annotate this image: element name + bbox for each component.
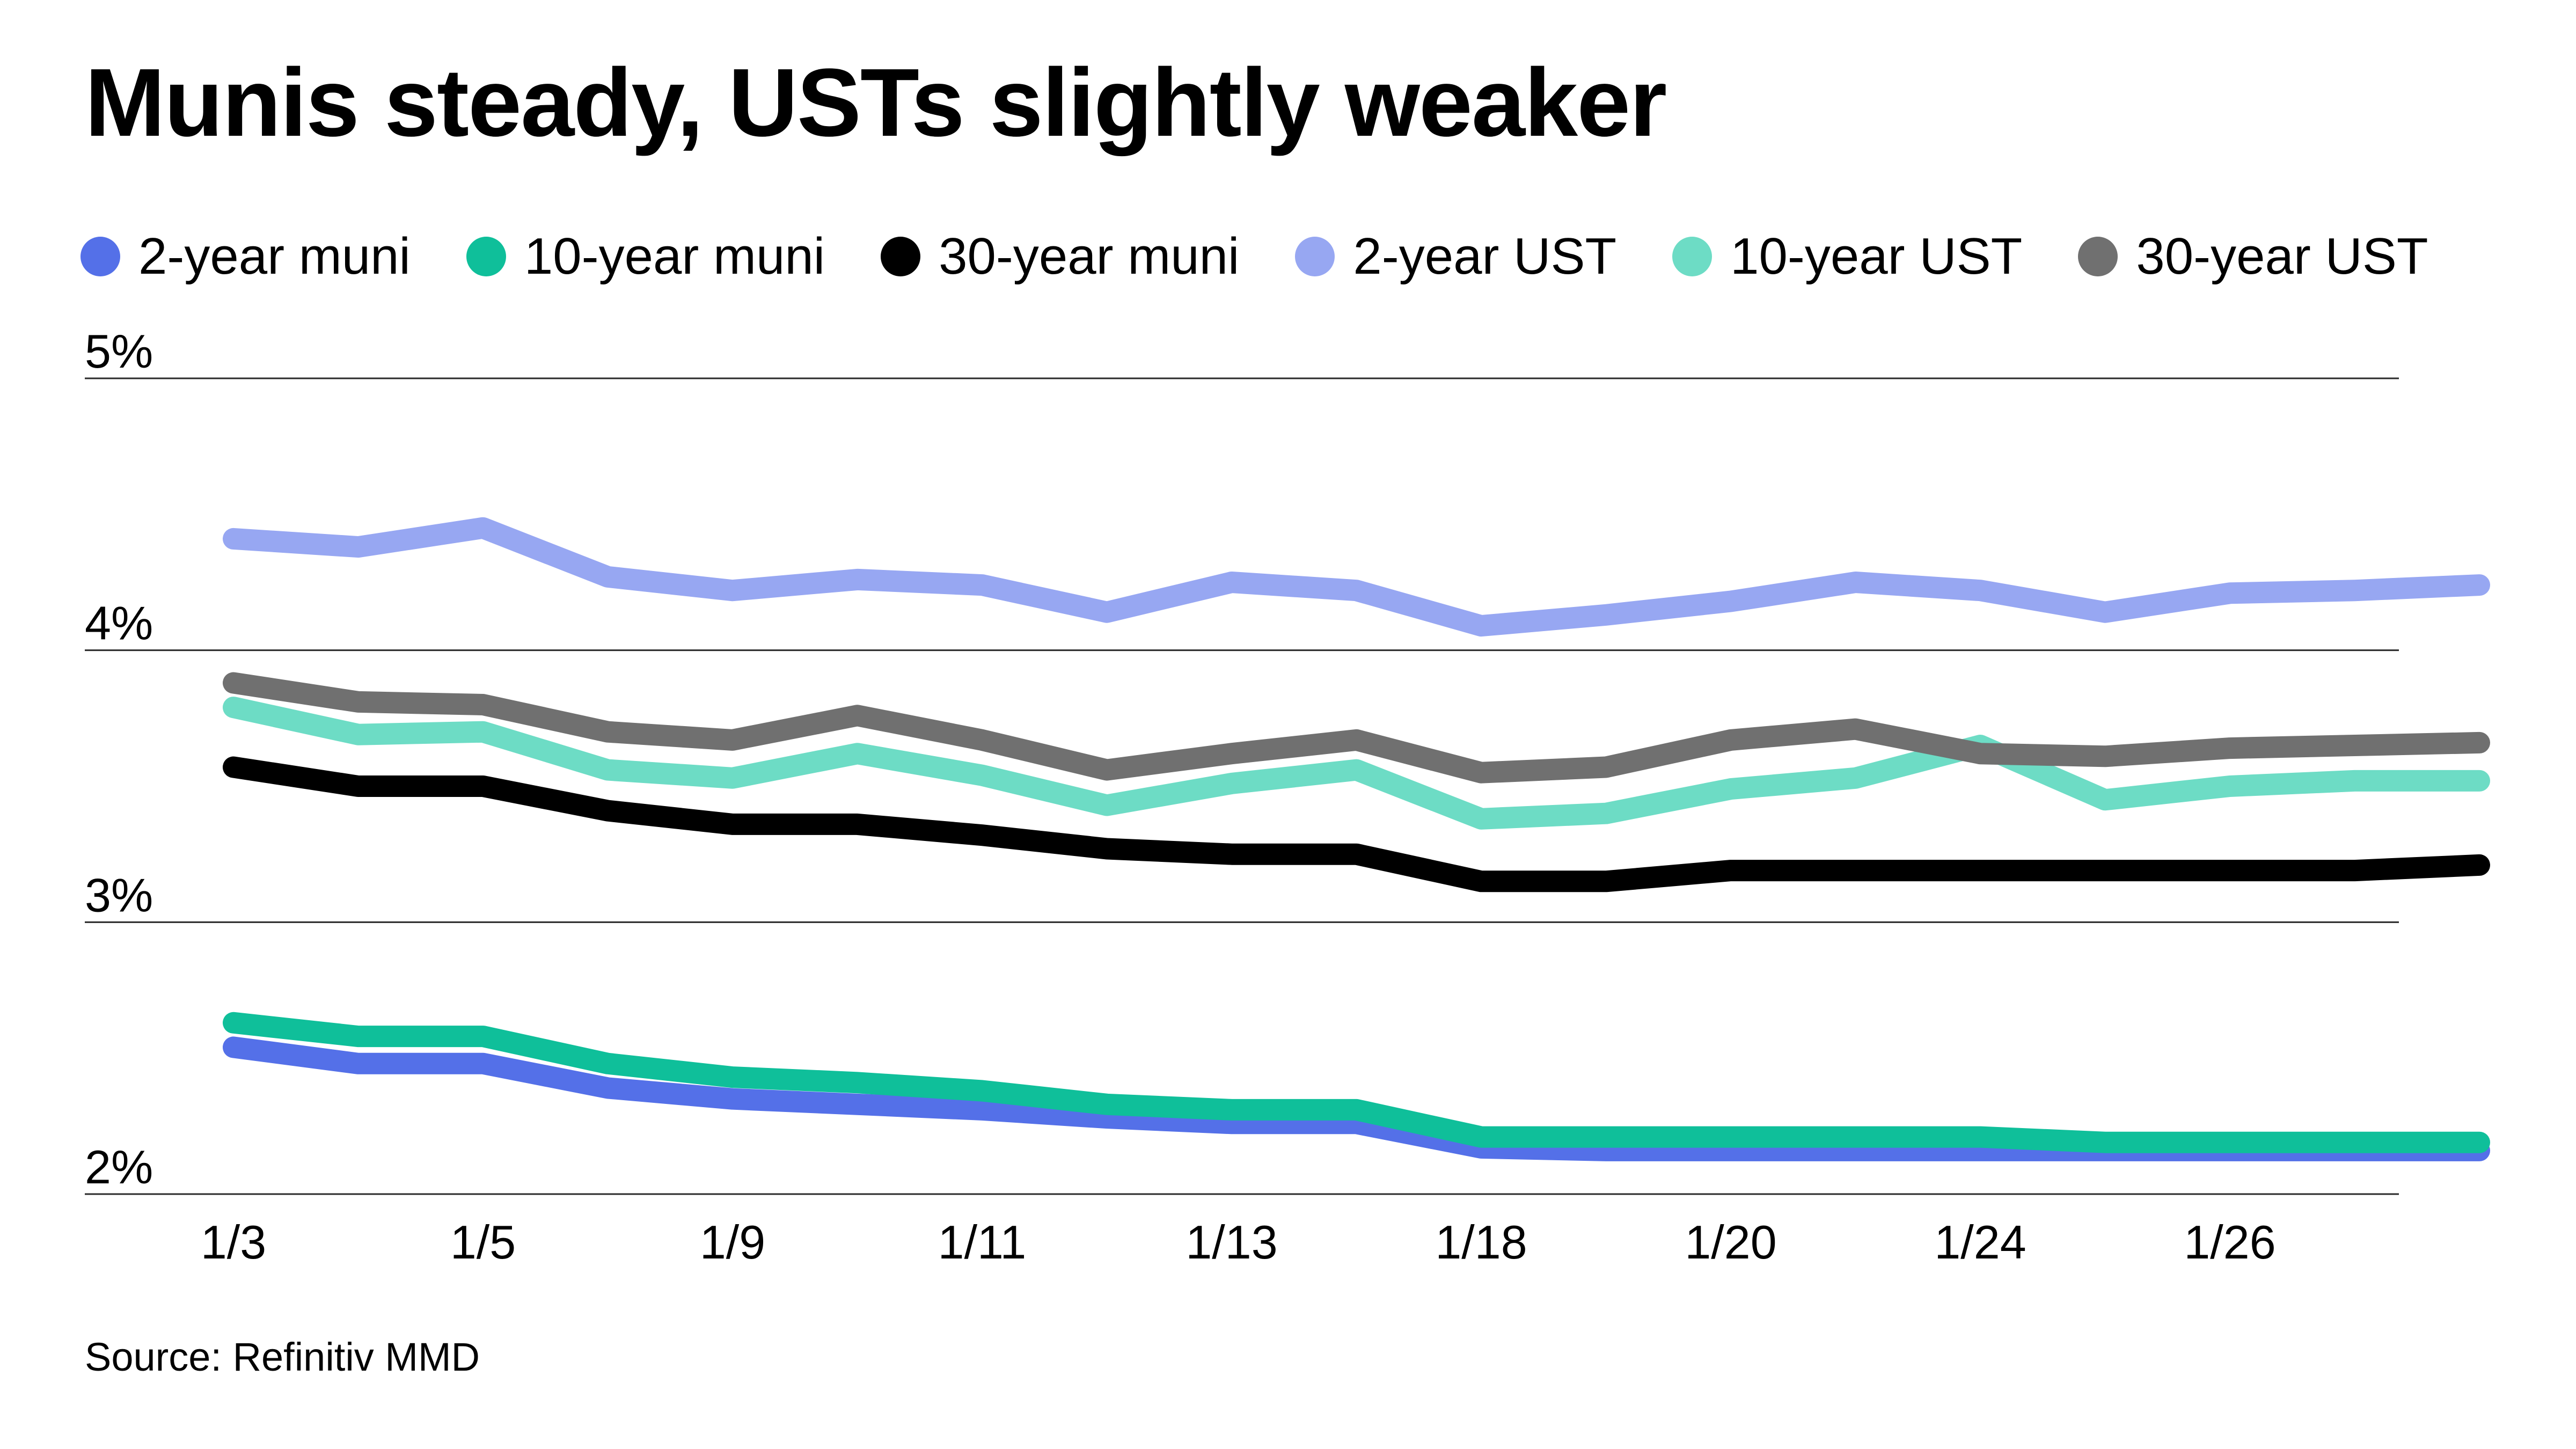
legend-label: 30-year UST <box>2136 228 2428 285</box>
gridlines <box>85 377 2399 1195</box>
legend-label: 2-year muni <box>138 228 411 285</box>
legend-swatch <box>466 237 506 276</box>
source-note: Source: Refinitiv MMD <box>85 1335 480 1379</box>
legend-item-30-year-ust: 30-year UST <box>2078 227 2428 286</box>
x-tick-label: 1/26 <box>2184 1216 2275 1269</box>
y-tick-label: 2% <box>85 1140 153 1194</box>
legend-label: 10-year muni <box>524 228 825 285</box>
y-tick-label: 3% <box>85 868 153 921</box>
series-lines <box>223 517 2490 1161</box>
series-line-30-year-ust <box>223 672 2490 784</box>
legend-item-30-year-muni: 30-year muni <box>881 227 1239 286</box>
legend-item-10-year-ust: 10-year UST <box>1672 227 2022 286</box>
x-tick-label: 1/11 <box>938 1216 1027 1269</box>
legend-item-2-year-ust: 2-year UST <box>1295 227 1616 286</box>
series-line-10-year-muni <box>223 1012 2490 1153</box>
series-line-10-year-ust <box>223 697 2490 830</box>
legend-item-10-year-muni: 10-year muni <box>466 227 825 286</box>
chart-legend: 2-year muni 10-year muni 30-year muni 2-… <box>80 224 2428 289</box>
legend-swatch <box>1672 237 1713 276</box>
x-tick-label: 1/18 <box>1435 1216 1527 1269</box>
legend-swatch <box>2078 237 2118 276</box>
y-tick-label: 4% <box>85 597 153 650</box>
series-line-2-year-ust <box>223 517 2490 637</box>
legend-label: 10-year UST <box>1730 228 2023 285</box>
legend-item-2-year-muni: 2-year muni <box>80 227 411 286</box>
x-tick-label: 1/24 <box>1934 1216 2026 1269</box>
x-axis-ticks: 1/3 1/5 1/9 1/11 1/13 1/18 1/20 1/24 1/26 <box>201 1216 2276 1269</box>
legend-label: 2-year UST <box>1353 228 1617 285</box>
series-line-30-year-muni <box>223 756 2490 892</box>
x-tick-label: 1/20 <box>1685 1216 1776 1269</box>
x-tick-label: 1/9 <box>700 1216 765 1269</box>
x-tick-label: 1/5 <box>450 1216 516 1269</box>
y-axis-ticks: 5% 4% 3% 2% <box>85 325 153 1194</box>
legend-swatch <box>80 237 120 276</box>
x-tick-label: 1/13 <box>1185 1216 1277 1269</box>
legend-swatch <box>881 237 921 276</box>
x-tick-label: 1/3 <box>201 1216 266 1269</box>
chart-title: Munis steady, USTs slightly weaker <box>85 49 1667 157</box>
legend-swatch <box>1295 237 1335 276</box>
y-tick-label: 5% <box>85 325 153 378</box>
legend-label: 30-year muni <box>939 228 1240 285</box>
